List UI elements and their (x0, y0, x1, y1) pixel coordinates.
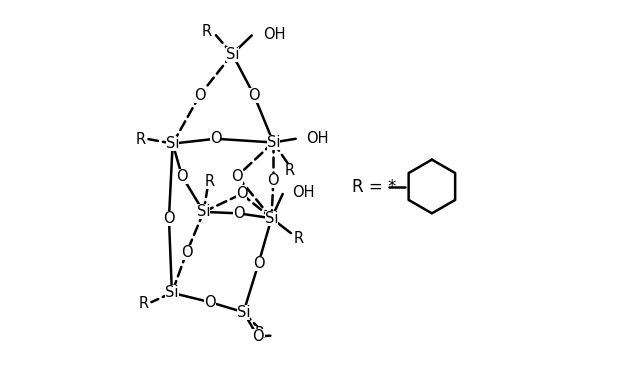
Text: R: R (138, 297, 148, 311)
Text: O: O (163, 211, 175, 226)
Text: Si: Si (267, 135, 280, 150)
Text: R = *: R = * (352, 178, 396, 195)
Text: OH: OH (263, 27, 285, 42)
Text: OH: OH (292, 185, 314, 200)
Text: R: R (204, 174, 214, 189)
Text: O: O (252, 329, 264, 344)
Text: Si: Si (166, 136, 179, 151)
Text: R: R (255, 326, 264, 341)
Text: O: O (253, 256, 264, 271)
Text: O: O (232, 169, 243, 184)
Text: O: O (180, 245, 192, 260)
Text: O: O (176, 169, 188, 184)
Text: Si: Si (237, 305, 250, 320)
Text: O: O (248, 88, 260, 103)
Text: O: O (204, 295, 216, 310)
Text: R: R (284, 163, 294, 178)
Text: Si: Si (165, 285, 179, 300)
Text: Si: Si (265, 211, 278, 226)
Text: O: O (233, 206, 244, 221)
Text: R: R (136, 132, 146, 147)
Text: O: O (210, 131, 221, 146)
Text: Si: Si (197, 204, 211, 219)
Text: Si: Si (225, 47, 239, 62)
Text: OH: OH (306, 131, 329, 146)
Text: R: R (293, 231, 303, 246)
Text: O: O (236, 186, 248, 201)
Text: O: O (268, 173, 279, 188)
Text: R: R (202, 24, 212, 39)
Text: O: O (194, 88, 205, 103)
